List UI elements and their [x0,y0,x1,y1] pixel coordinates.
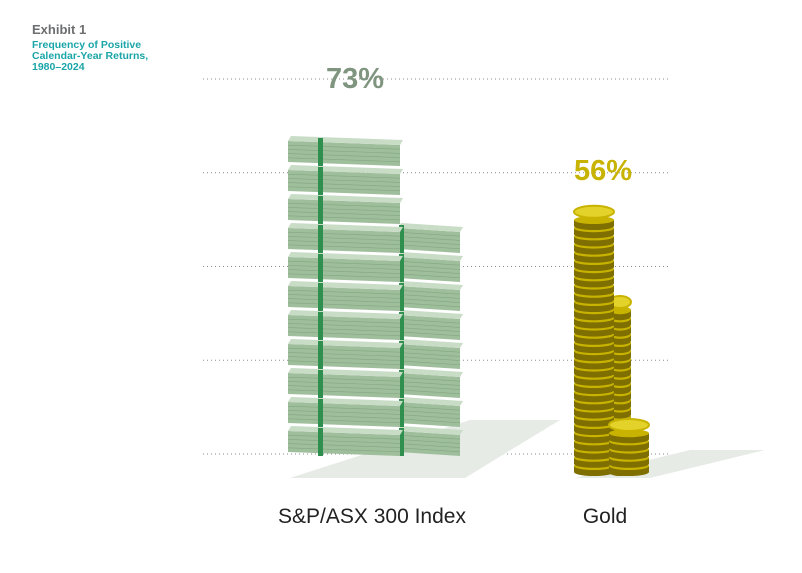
bill-bundle [397,310,463,340]
value-label-gold: 56% [574,155,632,187]
bill-bundle [287,223,403,253]
bill-bundle [397,252,463,282]
bill-bundle [397,368,463,398]
coin-stack-top [608,418,650,432]
bill-bundle [287,310,403,340]
subtitle-line-3: 1980–2024 [32,61,85,73]
bill-bundle [397,397,463,427]
bill-bundle [287,194,403,224]
bill-bundle [287,136,403,166]
subtitle-line-2: Calendar-Year Returns, [32,50,149,62]
value-label-sp-asx-300: 73% [326,63,384,95]
subtitle-line-1: Frequency of Positive [32,39,142,51]
bill-bundle [397,426,463,456]
bill-stacks [287,136,463,456]
bill-bundle [287,397,403,427]
bill-bundle [287,426,403,456]
bill-bundle [287,281,403,311]
bill-bundle [287,252,403,282]
bill-bundle [287,368,403,398]
coin-stacks [573,204,650,476]
bill-bundle [287,339,403,369]
coin-stack-top [573,204,615,219]
bill-bundle [397,281,463,311]
bill-bundle [397,223,463,253]
category-label-sp-asx-300: S&P/ASX 300 Index [278,505,466,528]
bill-bundle [287,165,403,195]
chart-subtitle: Frequency of Positive Calendar-Year Retu… [32,40,202,73]
exhibit-label: Exhibit 1 [32,22,87,37]
bill-bundle [397,339,463,369]
category-label-gold: Gold [583,505,627,528]
